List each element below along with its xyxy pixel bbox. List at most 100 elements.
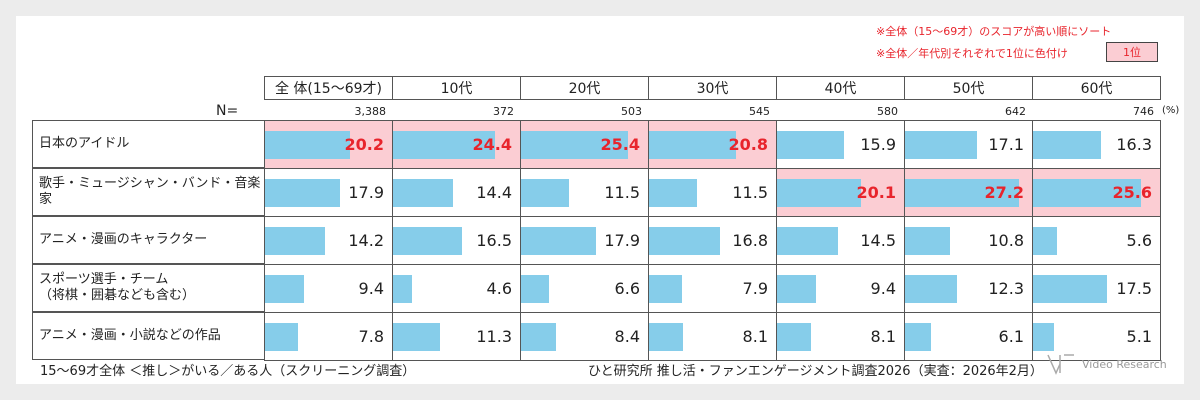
first-place-cell: 20.1: [776, 168, 905, 217]
value-bar: [521, 179, 570, 207]
value-bar: [1033, 179, 1141, 207]
table-cell: 17.9: [520, 216, 649, 265]
footer-left: 15～69才全体 ＜推し＞がいる／ある人（スクリーニング調査）: [40, 364, 416, 379]
value-bar: [393, 131, 496, 159]
sample-size: 3,388: [354, 105, 387, 118]
value-label: 25.4: [600, 134, 640, 154]
sample-size: 372: [493, 105, 514, 118]
value-label: 8.1: [742, 326, 768, 346]
value-label: 16.8: [732, 230, 768, 250]
first-place-legend: 1位: [1106, 42, 1158, 62]
table-cell: 4.6: [392, 264, 521, 313]
value-bar: [265, 131, 350, 159]
column-header: 50代: [904, 76, 1033, 100]
logo-text: Video Research: [1082, 357, 1167, 371]
value-label: 27.2: [984, 182, 1024, 202]
table-cell: 7.8: [264, 312, 393, 361]
value-label: 5.1: [1126, 326, 1152, 346]
table-cell: 6.6: [520, 264, 649, 313]
value-bar: [521, 323, 557, 351]
value-bar: [521, 275, 549, 303]
value-label: 11.5: [604, 182, 640, 202]
value-bar: [649, 179, 698, 207]
value-label: 7.9: [742, 278, 768, 298]
row-label: スポーツ選手・チーム （将棋・囲碁なども含む）: [32, 264, 264, 312]
value-label: 20.1: [856, 182, 896, 202]
value-label: 6.6: [614, 278, 640, 298]
value-bar: [1033, 227, 1057, 255]
value-bar: [905, 275, 957, 303]
table-cell: 8.1: [648, 312, 777, 361]
value-bar: [777, 227, 838, 255]
first-place-cell: 25.6: [1032, 168, 1161, 217]
table-cell: 8.4: [520, 312, 649, 361]
value-label: 20.8: [728, 134, 768, 154]
value-bar: [265, 227, 325, 255]
value-label: 12.3: [988, 278, 1024, 298]
value-label: 17.9: [604, 230, 640, 250]
column-header: 10代: [392, 76, 521, 100]
n-label: N=: [216, 103, 239, 119]
value-bar: [649, 227, 720, 255]
row-label: 歌手・ミュージシャン・バンド・音楽家: [32, 168, 264, 216]
value-label: 14.5: [860, 230, 896, 250]
logo: Video Research: [1046, 352, 1167, 376]
value-label: 8.1: [870, 326, 896, 346]
column-header: 30代: [648, 76, 777, 100]
table-cell: 14.5: [776, 216, 905, 265]
table-cell: 14.4: [392, 168, 521, 217]
value-label: 16.3: [1116, 134, 1152, 154]
table-cell: 12.3: [904, 264, 1033, 313]
value-bar: [265, 275, 305, 303]
value-label: 7.8: [358, 326, 384, 346]
value-bar: [905, 227, 951, 255]
value-bar: [905, 323, 931, 351]
value-label: 24.4: [472, 134, 512, 154]
value-bar: [521, 227, 597, 255]
first-place-cell: 20.2: [264, 120, 393, 169]
value-label: 10.8: [988, 230, 1024, 250]
value-bar: [393, 227, 463, 255]
value-label: 14.4: [476, 182, 512, 202]
table-cell: 9.4: [264, 264, 393, 313]
footer-right: ひと研究所 推し活・ファンエンゲージメント調査2026（実査：2026年2月）: [588, 364, 1043, 379]
first-place-cell: 24.4: [392, 120, 521, 169]
value-bar: [393, 323, 441, 351]
row-label: 日本のアイドル: [32, 120, 264, 168]
value-bar: [905, 131, 977, 159]
value-label: 6.1: [998, 326, 1024, 346]
value-label: 17.5: [1116, 278, 1152, 298]
table-cell: 5.6: [1032, 216, 1161, 265]
value-label: 17.9: [348, 182, 384, 202]
value-label: 9.4: [358, 278, 384, 298]
value-bar: [777, 275, 817, 303]
value-bar: [393, 275, 413, 303]
value-bar: [265, 323, 298, 351]
value-label: 16.5: [476, 230, 512, 250]
value-bar: [905, 179, 1020, 207]
table-cell: 16.5: [392, 216, 521, 265]
value-label: 25.6: [1112, 182, 1152, 202]
value-label: 9.4: [870, 278, 896, 298]
value-bar: [393, 179, 454, 207]
sample-size: 642: [1005, 105, 1026, 118]
table-cell: 11.3: [392, 312, 521, 361]
value-label: 17.1: [988, 134, 1024, 154]
table-cell: 10.8: [904, 216, 1033, 265]
table-cell: 16.8: [648, 216, 777, 265]
table-cell: 16.3: [1032, 120, 1161, 169]
table-cell: 6.1: [904, 312, 1033, 361]
value-bar: [521, 131, 628, 159]
value-bar: [649, 275, 683, 303]
first-place-cell: 25.4: [520, 120, 649, 169]
table-cell: 9.4: [776, 264, 905, 313]
value-bar: [777, 131, 844, 159]
table-cell: 5.1: [1032, 312, 1161, 361]
value-label: 4.6: [486, 278, 512, 298]
sample-size: 580: [877, 105, 898, 118]
row-label: アニメ・漫画・小説などの作品: [32, 312, 264, 360]
value-bar: [1033, 131, 1102, 159]
first-place-cell: 20.8: [648, 120, 777, 169]
value-label: 5.6: [1126, 230, 1152, 250]
value-label: 20.2: [344, 134, 384, 154]
